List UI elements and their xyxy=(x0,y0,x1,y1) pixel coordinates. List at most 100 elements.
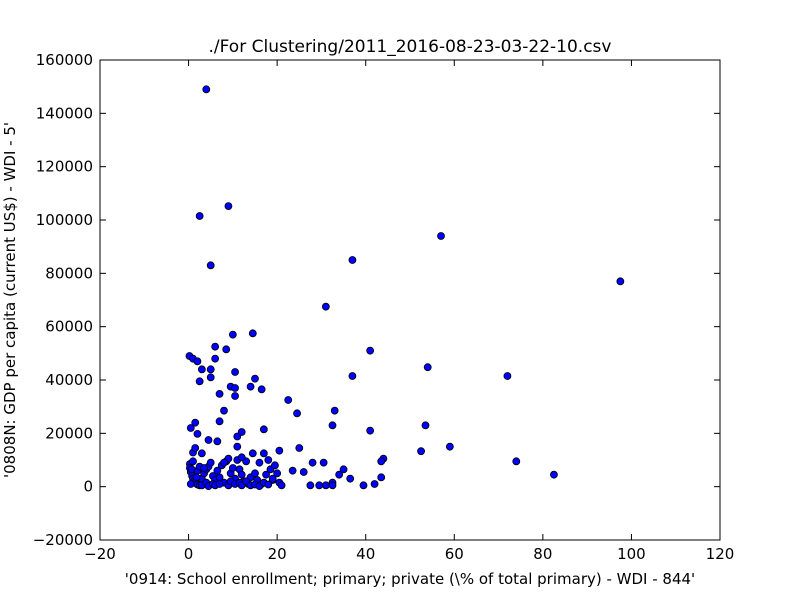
scatter-point xyxy=(231,368,239,376)
scatter-point xyxy=(339,465,348,474)
scatter-point xyxy=(215,417,224,426)
scatter-point xyxy=(288,466,297,475)
scatter-point xyxy=(224,202,233,211)
scatter-point xyxy=(192,473,201,482)
scatter-point xyxy=(193,357,202,366)
scatter-point xyxy=(206,373,215,382)
scatter-point xyxy=(257,385,266,394)
x-tick-label: 0 xyxy=(184,545,194,563)
scatter-point xyxy=(264,456,273,464)
scatter-point xyxy=(299,468,308,476)
scatter-point xyxy=(204,436,213,444)
scatter-point xyxy=(215,480,224,488)
scatter-point xyxy=(231,392,239,400)
scatter-point xyxy=(246,382,255,391)
scatter-point xyxy=(328,481,337,490)
scatter-point xyxy=(512,457,521,466)
scatter-point xyxy=(262,470,270,479)
scatter-point xyxy=(193,429,202,438)
y-tick-label: −20000 xyxy=(33,531,93,549)
scatter-point xyxy=(321,481,330,490)
scatter-point xyxy=(189,457,197,466)
scatter-point xyxy=(319,458,328,467)
scatter-point xyxy=(191,418,200,427)
y-axis: −20000 0 20000 40000 60000 80000 100000 120000 1… xyxy=(33,51,720,549)
scatter-point xyxy=(248,449,257,458)
y-tick-label: 20000 xyxy=(45,424,93,442)
scatter-point xyxy=(335,470,344,479)
scatter-point xyxy=(268,474,277,483)
scatter-point xyxy=(330,406,339,415)
scatter-point xyxy=(231,384,239,392)
scatter-point xyxy=(550,470,558,479)
scatter-point xyxy=(437,232,445,240)
x-tick-label: 40 xyxy=(356,545,375,563)
scatter-point xyxy=(277,481,286,490)
x-tick-label: 20 xyxy=(268,545,287,563)
x-tick-label: 60 xyxy=(445,545,464,563)
scatter-point xyxy=(237,453,246,462)
scatter-point xyxy=(228,464,237,472)
scatter-point xyxy=(264,480,273,489)
scatter-point xyxy=(366,346,375,355)
scatter-point xyxy=(191,444,200,452)
plot-area-frame xyxy=(99,59,721,541)
x-axis-label: '0914: School enrollment; primary; priva… xyxy=(125,570,695,588)
scatter-point xyxy=(503,372,512,380)
scatter-point xyxy=(293,409,301,418)
scatter-point xyxy=(237,470,246,479)
scatter-point xyxy=(251,374,259,383)
scatter-point xyxy=(206,261,215,270)
scatter-point xyxy=(195,377,204,386)
scatter-point xyxy=(248,329,257,338)
scatter-point xyxy=(213,437,222,446)
scatter-point xyxy=(377,473,386,482)
scatter-point xyxy=(233,442,242,451)
y-tick-label: 40000 xyxy=(45,371,93,389)
scatter-point xyxy=(421,421,430,430)
scatter-point xyxy=(370,480,379,488)
scatter-point xyxy=(366,426,375,435)
scatter-point xyxy=(259,449,268,458)
scatter-point xyxy=(220,458,228,467)
scatter-point xyxy=(295,444,304,452)
scatter-point xyxy=(255,458,264,467)
y-tick-label: 140000 xyxy=(36,104,93,122)
scatter-point xyxy=(445,442,454,451)
scatter-point xyxy=(200,464,208,472)
y-tick-label: 0 xyxy=(83,478,93,496)
scatter-point xyxy=(377,457,386,466)
chart-title: ./For Clustering/2011_2016-08-23-03-22-1… xyxy=(209,37,612,57)
scatter-point xyxy=(423,363,432,372)
scatter-point xyxy=(187,465,196,474)
scatter-point xyxy=(273,469,282,478)
scatter-point xyxy=(186,480,195,488)
scatter-point xyxy=(206,458,215,467)
scatter-point xyxy=(197,449,206,458)
scatter-point xyxy=(284,396,293,404)
scatter-point xyxy=(328,421,337,430)
x-tick-label: 80 xyxy=(533,545,552,563)
y-tick-label: 160000 xyxy=(36,51,93,69)
scatter-point xyxy=(348,256,357,264)
scatter-point xyxy=(259,425,268,434)
scatter-point xyxy=(197,365,206,374)
scatter-point xyxy=(220,406,228,415)
scatter-point xyxy=(359,481,368,490)
scatter-point xyxy=(206,365,215,374)
scatter-point xyxy=(275,446,284,455)
y-tick-label: 120000 xyxy=(36,158,93,176)
scatter-point xyxy=(417,447,425,456)
y-tick-label: 60000 xyxy=(45,318,93,336)
scatter-point xyxy=(186,424,195,432)
scatter-point xyxy=(306,481,315,490)
y-tick-label: 80000 xyxy=(45,264,93,282)
scatter-point xyxy=(237,428,246,436)
scatter-point xyxy=(211,354,220,363)
scatter-point xyxy=(211,342,220,351)
x-axis: −20 0 20 40 60 80 100 120 xyxy=(84,60,734,563)
scatter-point xyxy=(348,372,357,380)
y-tick-label: 100000 xyxy=(36,211,93,229)
